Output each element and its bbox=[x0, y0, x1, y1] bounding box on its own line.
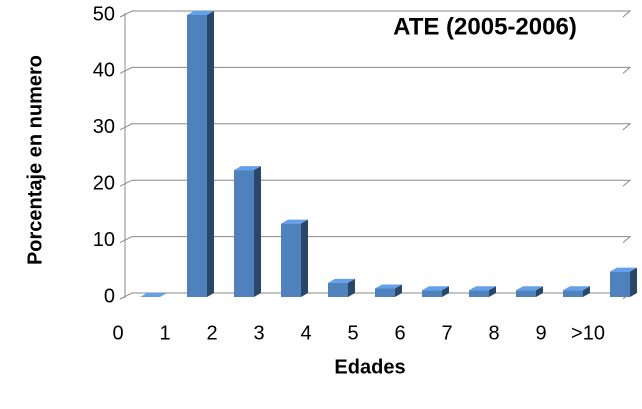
y-tick-label: 20 bbox=[93, 172, 115, 194]
grid-line bbox=[119, 179, 632, 187]
bar-side bbox=[301, 219, 308, 297]
bar-top bbox=[140, 293, 167, 297]
bar-front bbox=[422, 290, 442, 297]
bar-top bbox=[516, 286, 543, 291]
bar-side bbox=[536, 286, 543, 297]
x-axis-label: Edades bbox=[334, 356, 405, 378]
y-tick-label: 10 bbox=[93, 229, 115, 251]
bar-side bbox=[630, 267, 637, 297]
x-tick-label: 9 bbox=[535, 322, 546, 344]
bar-top bbox=[234, 166, 261, 171]
bar-front bbox=[234, 170, 254, 297]
bar-front bbox=[563, 290, 583, 297]
bar-top bbox=[328, 278, 355, 283]
y-tick-label: 30 bbox=[93, 116, 115, 138]
bar-top bbox=[375, 284, 402, 289]
bar bbox=[328, 278, 355, 297]
bar bbox=[563, 286, 590, 297]
y-tick-label: 50 bbox=[93, 3, 115, 25]
bar-top bbox=[187, 11, 214, 15]
x-tick-label: 7 bbox=[441, 322, 452, 344]
bar bbox=[469, 286, 496, 297]
grid-line bbox=[119, 236, 632, 244]
bar-front bbox=[281, 223, 301, 297]
y-tick-label: 0 bbox=[104, 285, 115, 307]
bar-front bbox=[469, 290, 489, 297]
x-tick-label: 2 bbox=[206, 322, 217, 344]
bar-top bbox=[422, 286, 449, 291]
bar bbox=[375, 284, 402, 297]
bar-side bbox=[442, 286, 449, 297]
bar-side bbox=[395, 284, 402, 297]
bar-front bbox=[610, 271, 630, 297]
chart-title: ATE (2005-2006) bbox=[393, 13, 577, 40]
bar-front bbox=[375, 288, 395, 297]
bar bbox=[516, 286, 543, 297]
bar bbox=[422, 286, 449, 297]
bar-top bbox=[469, 286, 496, 291]
bar-top bbox=[610, 267, 637, 272]
x-tick-label: >10 bbox=[571, 322, 605, 344]
grid-line bbox=[119, 66, 632, 74]
x-tick-label: 1 bbox=[159, 322, 170, 344]
bar bbox=[234, 166, 261, 297]
x-tick-label: 0 bbox=[112, 322, 123, 344]
x-tick-label: 3 bbox=[253, 322, 264, 344]
y-axis-label: Porcentaje en numero bbox=[24, 55, 46, 265]
bar bbox=[281, 219, 308, 297]
bar bbox=[610, 267, 637, 297]
bar bbox=[140, 293, 167, 297]
bar-top bbox=[281, 219, 308, 224]
x-tick-label: 5 bbox=[347, 322, 358, 344]
x-tick-label: 4 bbox=[300, 322, 311, 344]
bar bbox=[187, 11, 214, 297]
bar-side bbox=[583, 286, 590, 297]
bar-front bbox=[187, 15, 207, 297]
bar-front bbox=[516, 290, 536, 297]
y-tick-label: 40 bbox=[93, 60, 115, 82]
bar-side bbox=[489, 286, 496, 297]
x-tick-label: 6 bbox=[394, 322, 405, 344]
bar-side bbox=[254, 166, 261, 297]
bar-side bbox=[207, 11, 214, 297]
grid-line bbox=[119, 10, 632, 18]
bar-side bbox=[348, 278, 355, 297]
x-tick-label: 8 bbox=[488, 322, 499, 344]
bar-top bbox=[563, 286, 590, 291]
bar-front bbox=[328, 282, 348, 297]
grid-line bbox=[119, 123, 632, 131]
